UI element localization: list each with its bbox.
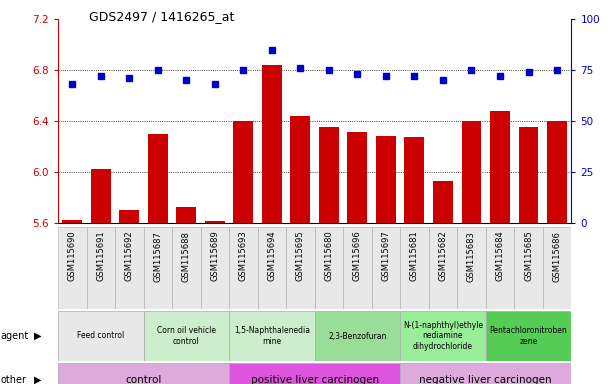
- Bar: [229, 363, 400, 384]
- Bar: [348, 132, 367, 223]
- Text: GSM115691: GSM115691: [97, 231, 105, 281]
- Text: GSM115692: GSM115692: [125, 231, 134, 281]
- Bar: [258, 227, 286, 309]
- Bar: [400, 363, 571, 384]
- Bar: [148, 134, 168, 223]
- Bar: [200, 227, 229, 309]
- Bar: [315, 311, 400, 361]
- Bar: [115, 227, 144, 309]
- Text: GSM115693: GSM115693: [239, 231, 248, 281]
- Bar: [514, 227, 543, 309]
- Text: GSM115690: GSM115690: [68, 231, 77, 281]
- Text: GSM115684: GSM115684: [496, 231, 505, 281]
- Text: GSM115687: GSM115687: [153, 231, 163, 281]
- Bar: [286, 227, 315, 309]
- Bar: [91, 169, 111, 223]
- Text: Pentachloronitroben
zene: Pentachloronitroben zene: [489, 326, 568, 346]
- Bar: [144, 311, 229, 361]
- Text: GSM115685: GSM115685: [524, 231, 533, 281]
- Text: control: control: [125, 375, 162, 384]
- Bar: [400, 311, 486, 361]
- Bar: [177, 207, 196, 223]
- Bar: [229, 311, 315, 361]
- Text: GDS2497 / 1416265_at: GDS2497 / 1416265_at: [89, 10, 234, 23]
- Text: GSM115697: GSM115697: [381, 231, 390, 281]
- Text: Corn oil vehicle
control: Corn oil vehicle control: [157, 326, 216, 346]
- Text: positive liver carcinogen: positive liver carcinogen: [251, 375, 379, 384]
- Bar: [58, 363, 229, 384]
- Bar: [205, 222, 225, 223]
- Bar: [315, 227, 343, 309]
- Bar: [229, 227, 258, 309]
- Text: GSM115695: GSM115695: [296, 231, 305, 281]
- Bar: [490, 111, 510, 223]
- Bar: [376, 136, 396, 223]
- Text: negative liver carcinogen: negative liver carcinogen: [419, 375, 552, 384]
- Text: GSM115696: GSM115696: [353, 231, 362, 281]
- Bar: [486, 227, 514, 309]
- Text: ▶: ▶: [34, 331, 41, 341]
- Text: GSM115682: GSM115682: [439, 231, 447, 281]
- Text: 2,3-Benzofuran: 2,3-Benzofuran: [328, 331, 387, 341]
- Bar: [400, 227, 429, 309]
- Bar: [519, 127, 538, 223]
- Text: GSM115681: GSM115681: [410, 231, 419, 281]
- Bar: [233, 121, 254, 223]
- Bar: [62, 220, 82, 223]
- Text: GSM115694: GSM115694: [268, 231, 276, 281]
- Bar: [58, 227, 87, 309]
- Text: agent: agent: [1, 331, 29, 341]
- Bar: [119, 210, 139, 223]
- Bar: [547, 121, 567, 223]
- Bar: [144, 227, 172, 309]
- Text: GSM115683: GSM115683: [467, 231, 476, 281]
- Bar: [371, 227, 400, 309]
- Bar: [404, 137, 425, 223]
- Bar: [543, 227, 571, 309]
- Bar: [486, 311, 571, 361]
- Text: GSM115688: GSM115688: [182, 231, 191, 281]
- Text: other: other: [1, 375, 27, 384]
- Bar: [429, 227, 457, 309]
- Text: GSM115686: GSM115686: [552, 231, 562, 281]
- Text: GSM115689: GSM115689: [210, 231, 219, 281]
- Bar: [58, 311, 144, 361]
- Bar: [343, 227, 371, 309]
- Bar: [262, 65, 282, 223]
- Text: ▶: ▶: [34, 375, 41, 384]
- Text: Feed control: Feed control: [77, 331, 125, 341]
- Bar: [461, 121, 481, 223]
- Bar: [87, 227, 115, 309]
- Bar: [457, 227, 486, 309]
- Text: 1,5-Naphthalenedia
mine: 1,5-Naphthalenedia mine: [234, 326, 310, 346]
- Bar: [172, 227, 200, 309]
- Text: GSM115680: GSM115680: [324, 231, 334, 281]
- Bar: [319, 127, 339, 223]
- Bar: [290, 116, 310, 223]
- Text: N-(1-naphthyl)ethyle
nediamine
dihydrochloride: N-(1-naphthyl)ethyle nediamine dihydroch…: [403, 321, 483, 351]
- Bar: [433, 181, 453, 223]
